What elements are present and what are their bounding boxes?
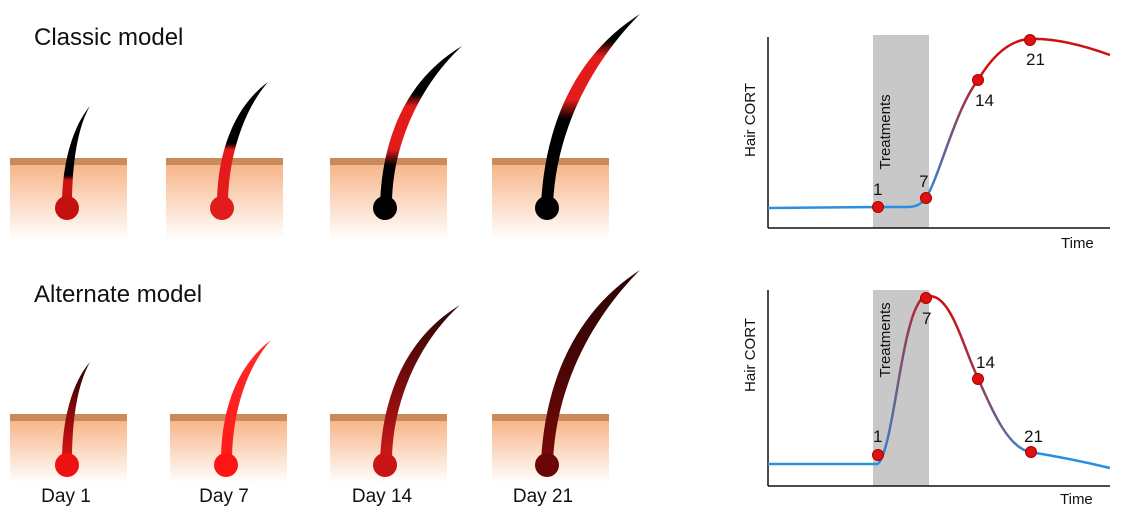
point-day-21 [1025,35,1036,46]
hair-illustrations [0,0,660,513]
point-label-7: 7 [922,309,931,328]
classic-hair-day-7 [166,82,283,240]
classic-hair-day-21 [492,14,640,240]
point-day-14 [973,374,984,385]
day-label-14: Day 14 [322,486,442,508]
classic-chart: Treatments Hair CORT Time 1 7 14 21 [735,0,1115,265]
point-label-1: 1 [873,180,882,199]
point-label-21: 21 [1024,427,1043,446]
day-label-21: Day 21 [483,486,603,508]
alternate-hair-day-1 [10,362,127,483]
point-label-14: 14 [976,353,995,372]
point-day-1 [873,202,884,213]
point-label-7: 7 [919,172,928,191]
day-label-7: Day 7 [164,486,284,508]
treatment-label: Treatments [877,302,894,377]
cort-curve-tail [1030,452,1110,468]
point-day-14 [973,75,984,86]
y-axis-label: Hair CORT [742,83,759,157]
x-axis-label: Time [1060,491,1093,508]
alternate-hair-day-21 [492,270,640,483]
point-day-7 [921,193,932,204]
alternate-chart: Treatments Hair CORT Time 1 7 14 21 [735,258,1115,513]
treatment-label: Treatments [877,94,894,169]
classic-hair-day-14 [330,46,462,240]
point-label-21: 21 [1026,50,1045,69]
classic-hair-day-1 [10,106,127,240]
point-label-1: 1 [873,427,882,446]
x-axis-label: Time [1061,235,1094,252]
alternate-hair-day-14 [330,305,460,483]
day-label-1: Day 1 [6,486,126,508]
point-day-21 [1026,447,1037,458]
alternate-hair-day-7 [170,340,287,483]
point-day-7 [921,293,932,304]
cort-curve-rise [926,80,978,198]
point-label-14: 14 [975,91,994,110]
y-axis-label: Hair CORT [742,318,759,392]
point-day-1 [873,450,884,461]
